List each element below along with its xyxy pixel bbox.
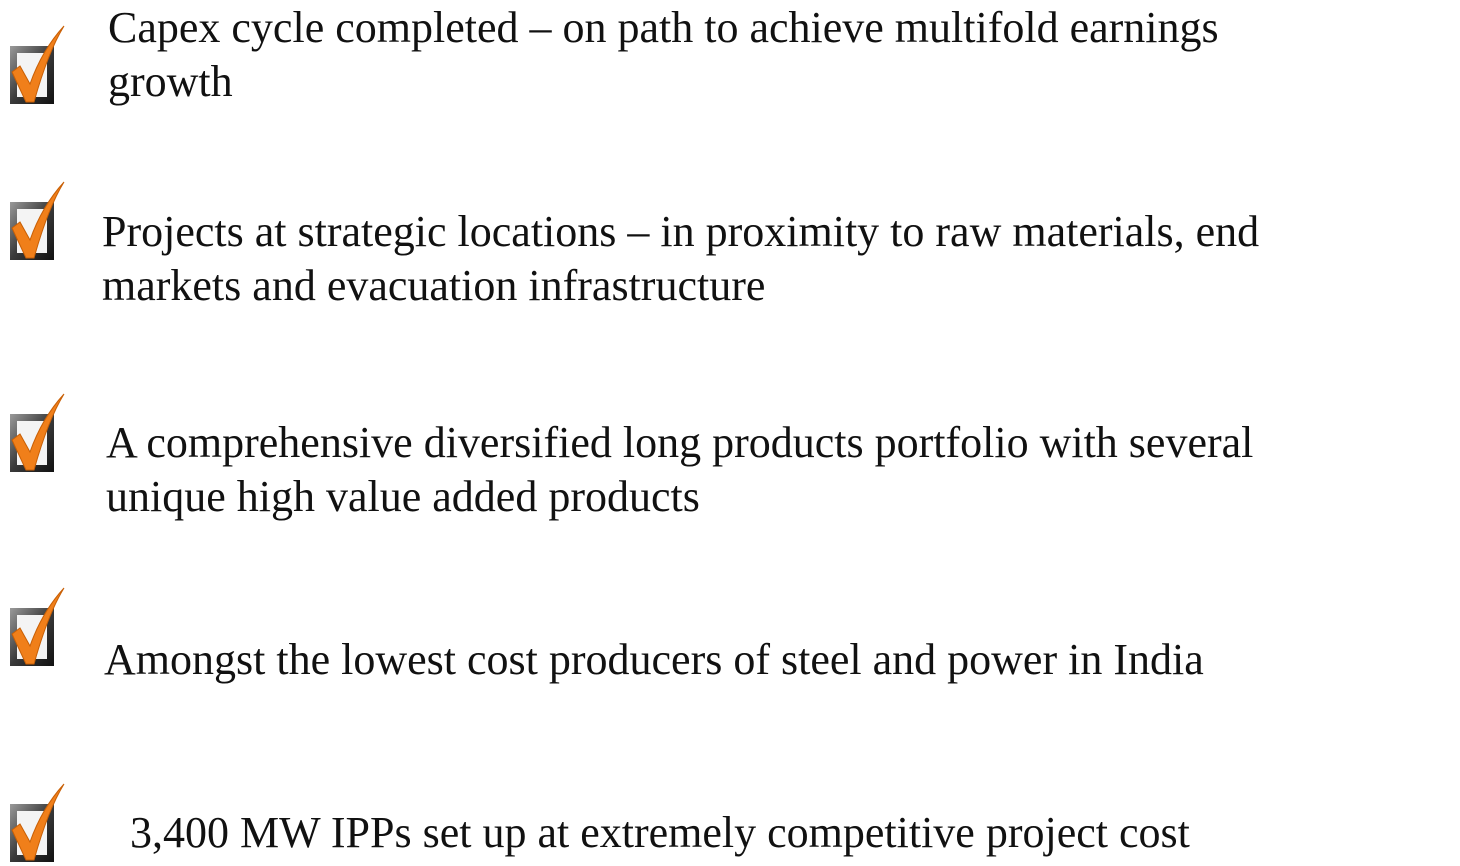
item-text: Projects at strategic locations – in pro… [102, 207, 1260, 256]
checkbox-icon [10, 587, 65, 666]
checkbox-icon [10, 783, 65, 862]
check [11, 25, 65, 103]
item-text: 3,400 MW IPPs set up at extremely compet… [130, 808, 1190, 857]
item-text: growth [108, 57, 233, 106]
item-text: Amongst the lowest cost producers of ste… [104, 635, 1204, 684]
checkbox-icon [10, 393, 65, 472]
check [11, 393, 65, 471]
item-text: A comprehensive diversified long product… [106, 418, 1254, 467]
item-text: unique high value added products [106, 472, 700, 521]
check [11, 587, 65, 665]
check [11, 783, 65, 861]
item-text: Capex cycle completed – on path to achie… [108, 3, 1219, 52]
check [11, 181, 65, 259]
checkbox-icon [10, 181, 65, 260]
checkbox-icon [10, 25, 65, 104]
item-text: markets and evacuation infrastructure [102, 261, 766, 310]
